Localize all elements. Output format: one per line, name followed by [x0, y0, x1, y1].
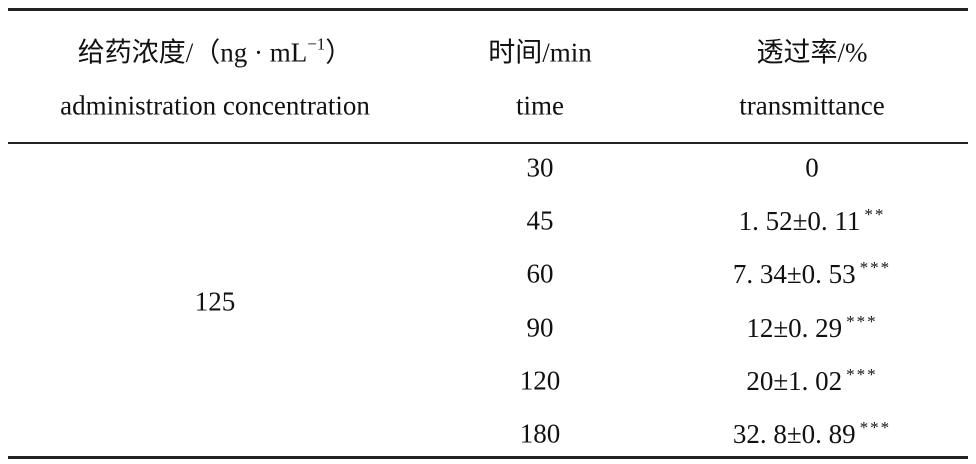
time-cell: 30 — [526, 152, 554, 183]
header-zh: 时间/min — [488, 37, 592, 68]
value-cell: 0 — [805, 153, 819, 184]
value-text: 12±0. 29 — [746, 312, 843, 343]
value-cell: 32. 8±0. 89 *** — [733, 418, 891, 450]
header-zh: 给药浓度/（ng · mL−1） — [78, 31, 353, 70]
time-cell: 45 — [526, 205, 554, 236]
time-cell: 90 — [526, 312, 554, 343]
header-en: administration concentration — [60, 90, 370, 121]
time-cell: 60 — [526, 258, 554, 289]
significance: *** — [859, 258, 892, 278]
value-text: 1. 52±0. 11 — [738, 206, 861, 237]
header-sup: −1 — [307, 34, 326, 54]
value-cell: 7. 34±0. 53 *** — [733, 258, 891, 290]
header-text: ） — [325, 37, 353, 68]
significance: ** — [864, 205, 886, 225]
value-text: 7. 34±0. 53 — [732, 259, 856, 290]
header-text: 给药浓度/（ng · mL — [77, 37, 308, 68]
header-en: time — [516, 90, 564, 121]
concentration: 125 — [194, 286, 236, 317]
significance: *** — [859, 418, 892, 437]
time-cell: 120 — [519, 365, 561, 396]
value-text: 32. 8±0. 89 — [732, 419, 856, 449]
time-cell: 180 — [519, 418, 561, 449]
value-text: 20±1. 02 — [746, 365, 843, 396]
value-cell: 20±1. 02 *** — [746, 365, 877, 397]
significance: *** — [846, 364, 878, 384]
significance: *** — [846, 311, 878, 331]
value-text: 0 — [805, 152, 819, 183]
header-zh: 透过率/% — [756, 37, 868, 68]
header-en: transmittance — [739, 90, 885, 121]
bottom-rule — [8, 456, 968, 459]
header-rule — [8, 142, 968, 144]
value-cell: 12±0. 29 *** — [746, 312, 877, 344]
value-cell: 1. 52±0. 11 ** — [739, 205, 886, 237]
top-rule — [8, 8, 968, 11]
